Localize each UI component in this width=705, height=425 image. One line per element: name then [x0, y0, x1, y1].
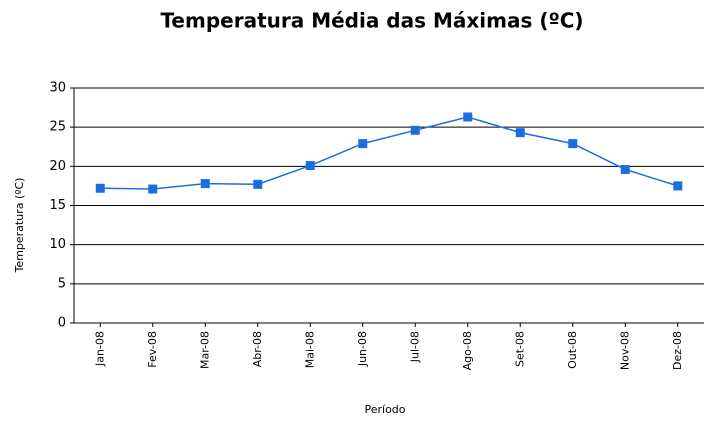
- x-tick-label: Nov-08: [618, 331, 631, 370]
- y-axis-label: Temperatura (ºC): [13, 178, 26, 274]
- marker: [200, 179, 210, 189]
- y-tick-label: 0: [58, 316, 66, 331]
- x-tick-label: Jan-08: [93, 331, 106, 367]
- marker: [673, 181, 683, 191]
- marker: [95, 183, 105, 193]
- y-tick-label: 15: [49, 198, 66, 213]
- marker: [253, 179, 263, 189]
- x-tick-label: Abr-08: [251, 331, 264, 367]
- x-tick-label: Jun-08: [356, 331, 369, 367]
- x-tick-label: Mar-08: [198, 331, 211, 369]
- line: [100, 116, 678, 190]
- x-tick-label: Mai-08: [303, 331, 316, 368]
- marker: [620, 164, 630, 174]
- y-tick-label: 20: [49, 159, 66, 174]
- y-tick-label: 25: [49, 120, 66, 135]
- x-tick-label: Set-08: [513, 331, 526, 367]
- y-tick-label: 10: [49, 237, 66, 252]
- x-axis-label: Período: [364, 403, 405, 416]
- marker: [305, 161, 315, 171]
- x-tick-label: Jul-08: [408, 331, 421, 363]
- x-tick-label: Out-08: [566, 331, 579, 369]
- x-tick-label: Dez-08: [671, 331, 684, 370]
- chart-title: Temperatura Média das Máximas (ºC): [160, 9, 583, 33]
- x-tick-label: Fev-08: [146, 331, 159, 368]
- y-tick-label: 5: [58, 276, 66, 291]
- y-tick-label: 30: [49, 81, 66, 96]
- marker: [358, 139, 368, 149]
- marker: [463, 112, 473, 122]
- marker: [410, 125, 420, 135]
- marker: [515, 128, 525, 138]
- marker: [148, 184, 158, 194]
- marker: [568, 139, 578, 149]
- x-tick-label: Ago-08: [461, 331, 474, 370]
